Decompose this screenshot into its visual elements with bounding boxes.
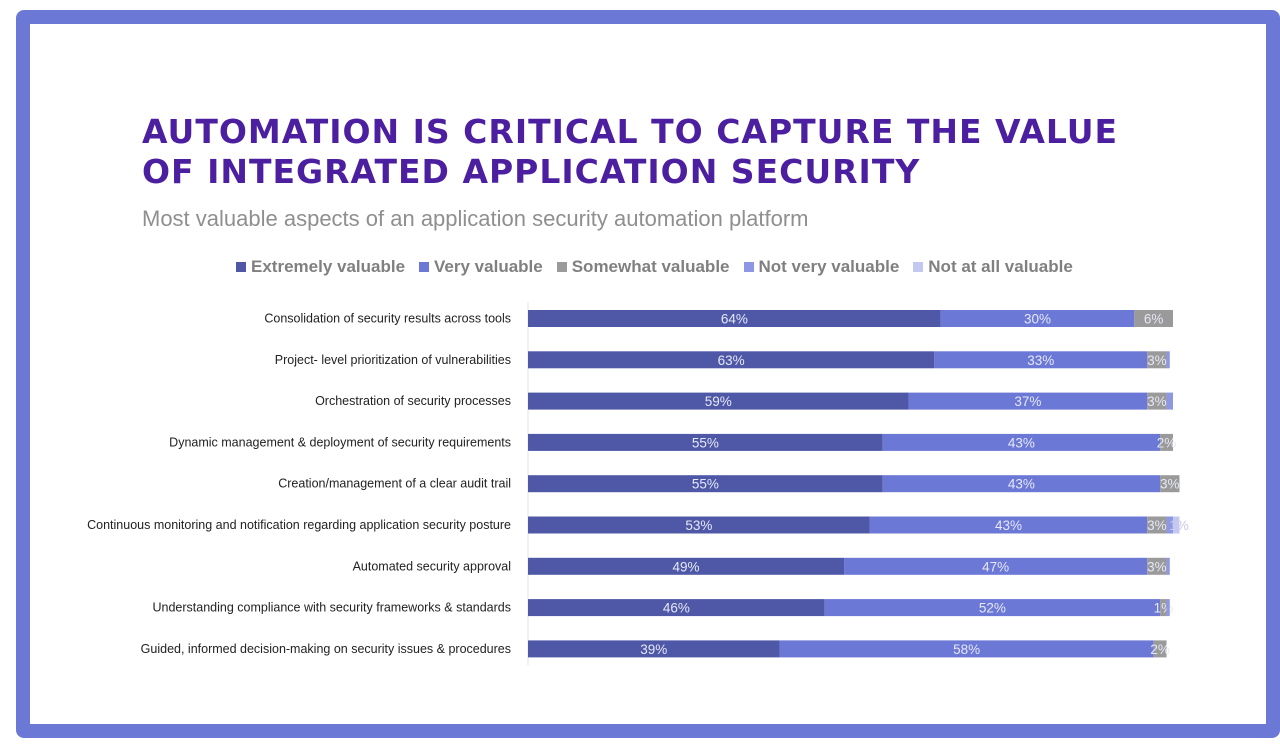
category-label: Guided, informed decision-making on secu…: [141, 642, 511, 656]
legend-swatch-very-valuable: [419, 262, 430, 272]
legend-swatch-not-at-all-valuable: [913, 262, 924, 272]
slide-frame: [16, 10, 1280, 738]
data-label: 1%: [1169, 518, 1189, 533]
legend-swatch-extremely-valuable: [236, 262, 246, 272]
category-label: Project- level prioritization of vulnera…: [275, 353, 511, 367]
data-label: 53%: [685, 518, 712, 533]
bar-segment-extremely-valuable: [528, 310, 941, 327]
bar-segment-extremely-valuable: [528, 475, 883, 493]
legend-item-somewhat-valuable: Somewhat valuable: [556, 257, 730, 277]
legend-label-very-valuable: Very valuable: [434, 257, 543, 276]
data-label: 64%: [721, 312, 748, 327]
data-label: 3%: [1147, 394, 1167, 409]
bar-segment-somewhat-valuable: [1147, 516, 1167, 534]
bar-segment-very-valuable: [824, 599, 1161, 617]
legend-item-very-valuable: Very valuable: [419, 257, 543, 277]
category-label: Automated security approval: [353, 559, 511, 573]
bar-segment-very-valuable: [934, 351, 1148, 369]
data-label: 30%: [1024, 312, 1051, 327]
data-label: 43%: [1008, 435, 1035, 450]
data-label: 3%: [1160, 477, 1180, 492]
legend: Extremely valuable Very valuable Somewha…: [236, 257, 1073, 277]
legend-item-not-very-valuable: Not very valuable: [743, 257, 900, 277]
category-label: Dynamic management & deployment of secur…: [169, 435, 511, 449]
bar-segment-very-valuable: [844, 557, 1148, 575]
legend-item-extremely-valuable: Extremely valuable: [236, 257, 405, 277]
data-label: 43%: [995, 518, 1022, 533]
category-label: Creation/management of a clear audit tra…: [278, 477, 511, 491]
bar-segment-not-very-valuable: [1166, 392, 1173, 410]
bar-segment-somewhat-valuable: [1153, 640, 1167, 658]
data-label: 3%: [1147, 559, 1167, 574]
bar-segment-somewhat-valuable: [1147, 351, 1167, 369]
legend-label-not-very-valuable: Not very valuable: [758, 257, 900, 276]
bar-segment-very-valuable: [882, 475, 1161, 493]
bar-segment-extremely-valuable: [528, 640, 780, 658]
bar-segment-somewhat-valuable: [1134, 310, 1173, 327]
bar-segment-extremely-valuable: [528, 599, 825, 617]
data-label: 59%: [705, 394, 732, 409]
chart-subtitle: Most valuable aspects of an application …: [142, 206, 809, 231]
legend-swatch-not-very-valuable: [743, 262, 754, 272]
category-label: Orchestration of security processes: [315, 394, 511, 408]
bar-segment-very-valuable: [779, 640, 1154, 658]
category-label: Continuous monitoring and notification r…: [87, 518, 511, 532]
bar-segment-very-valuable: [869, 516, 1148, 534]
bar-segment-extremely-valuable: [528, 433, 883, 451]
data-label: 1%: [1154, 601, 1174, 616]
data-label: 49%: [673, 559, 700, 574]
category-label: Understanding compliance with security f…: [153, 601, 512, 615]
data-label: 6%: [1144, 312, 1164, 327]
data-label: 55%: [692, 435, 719, 450]
bar-segment-not-very-valuable: [1166, 351, 1170, 369]
data-label: 43%: [1008, 477, 1035, 492]
data-label: 3%: [1147, 518, 1167, 533]
bar-segment-extremely-valuable: [528, 392, 909, 410]
bar-segment-extremely-valuable: [528, 351, 935, 369]
data-label: 2%: [1150, 642, 1170, 657]
bar-segment-somewhat-valuable: [1147, 392, 1167, 410]
data-label: 52%: [979, 601, 1006, 616]
data-label: 2%: [1157, 435, 1177, 450]
data-label: 55%: [692, 477, 719, 492]
category-label: Consolidation of security results across…: [264, 312, 511, 326]
legend-label-somewhat-valuable: Somewhat valuable: [571, 257, 730, 276]
data-label: 46%: [663, 601, 690, 616]
legend-label-not-at-all-valuable: Not at all valuable: [928, 257, 1073, 276]
bar-segment-extremely-valuable: [528, 557, 845, 575]
bar-segment-somewhat-valuable: [1160, 599, 1167, 617]
legend-label-extremely-valuable: Extremely valuable: [251, 257, 406, 276]
data-label: 47%: [982, 559, 1009, 574]
chart-title-line-1: AUTOMATION IS CRITICAL TO CAPTURE THE VA…: [142, 112, 1119, 151]
bar-segment-not-at-all-valuable: [1173, 516, 1180, 534]
bar-segment-not-very-valuable: [1166, 599, 1170, 617]
bar-segment-very-valuable: [908, 392, 1148, 410]
data-label: 39%: [640, 642, 667, 657]
data-label: 58%: [953, 642, 980, 657]
bar-segment-extremely-valuable: [528, 516, 870, 534]
data-label: 63%: [718, 353, 745, 368]
legend-swatch-somewhat-valuable: [556, 262, 567, 272]
data-label: 3%: [1147, 353, 1167, 368]
data-label: 33%: [1027, 353, 1054, 368]
bar-segment-somewhat-valuable: [1160, 433, 1173, 451]
legend-item-not-at-all-valuable: Not at all valuable: [913, 257, 1073, 277]
bar-segment-not-very-valuable: [1166, 557, 1170, 575]
bar-segment-very-valuable: [940, 310, 1135, 327]
bar-segment-somewhat-valuable: [1147, 557, 1167, 575]
data-label: 37%: [1014, 394, 1041, 409]
bar-segment-very-valuable: [882, 433, 1161, 451]
chart-title-line-2: OF INTEGRATED APPLICATION SECURITY: [142, 152, 921, 191]
bar-segment-not-very-valuable: [1166, 516, 1173, 534]
chart-title: AUTOMATION IS CRITICAL TO CAPTURE THE VA…: [142, 112, 1118, 192]
bar-segment-somewhat-valuable: [1160, 475, 1180, 493]
